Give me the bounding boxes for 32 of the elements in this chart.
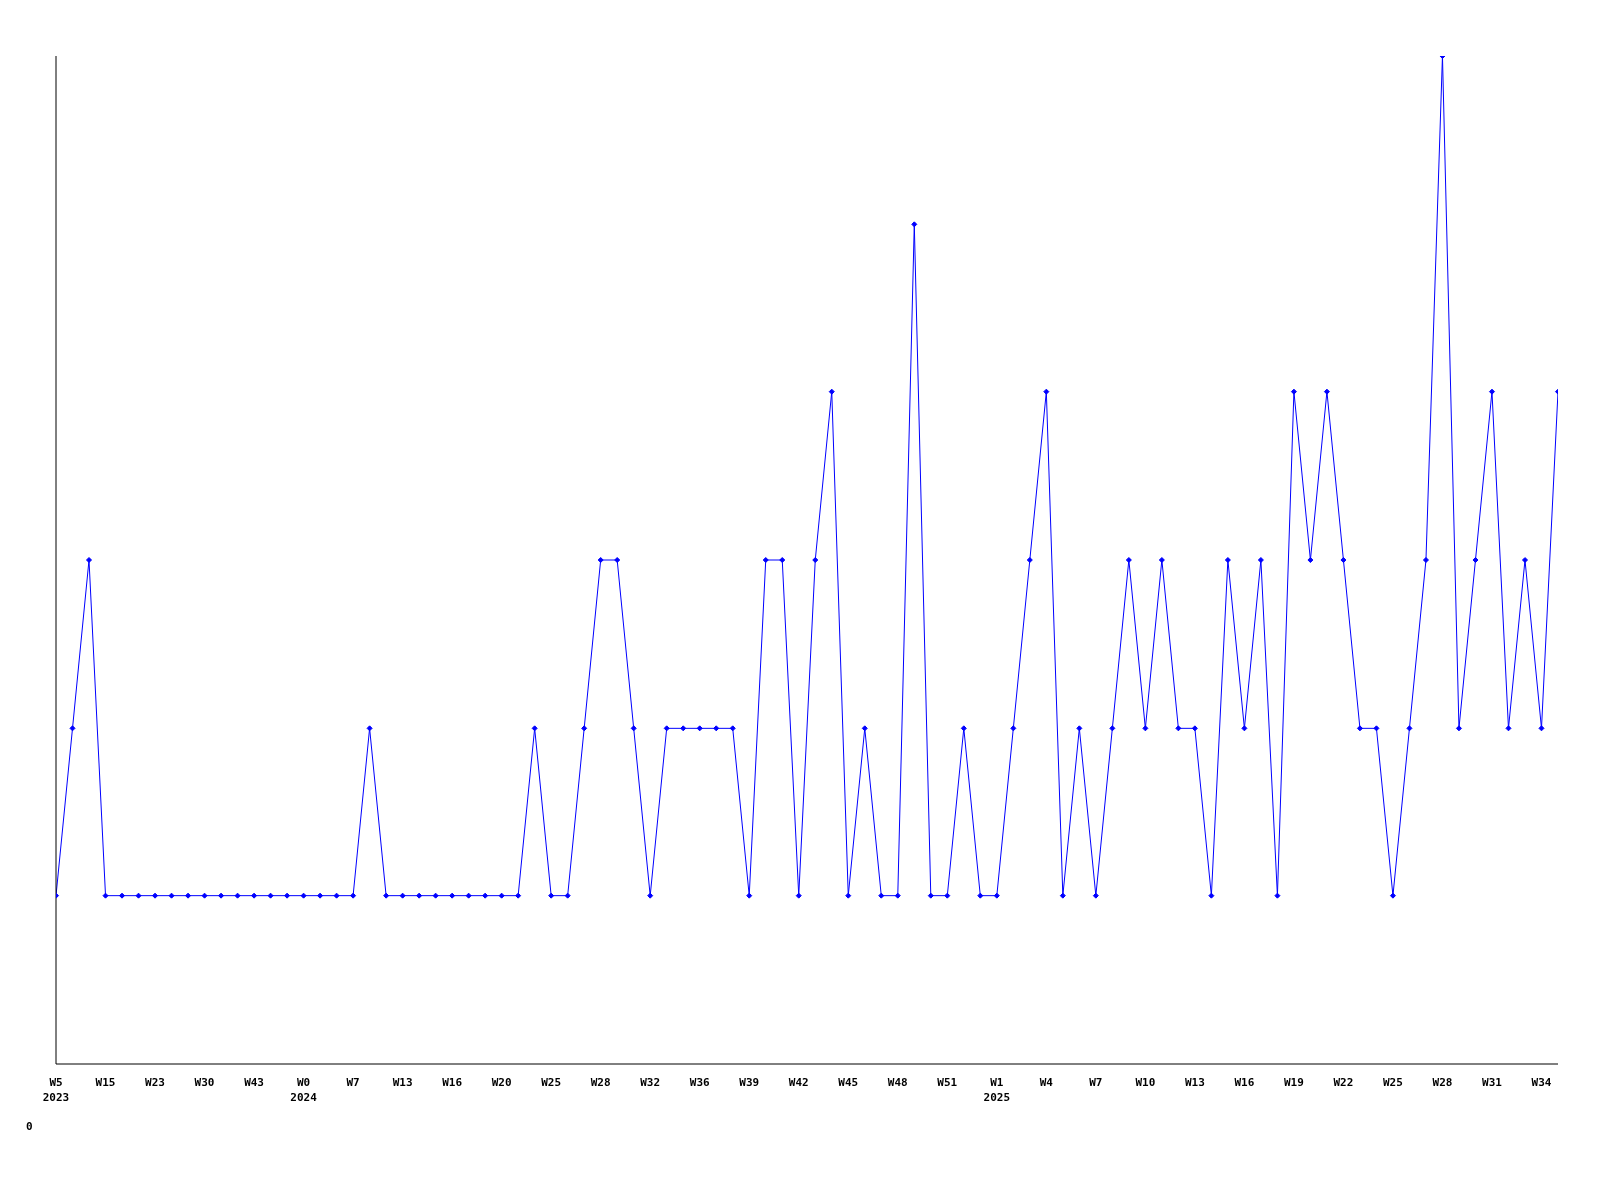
- x-tick-label: W16: [1234, 1076, 1255, 1089]
- x-tick-label: W15: [95, 1076, 116, 1089]
- x-tick-label: W43: [244, 1076, 264, 1089]
- x-tick-label: W25: [1383, 1076, 1403, 1089]
- x-tick-label: W34: [1531, 1076, 1552, 1089]
- x-tick-label: W28: [590, 1076, 611, 1089]
- x-tick-label: W30: [194, 1076, 215, 1089]
- x-tick-label: W25: [541, 1076, 562, 1089]
- x-tick-label: W4: [1039, 1076, 1054, 1089]
- x-tick-label: W36: [689, 1076, 711, 1089]
- x-tick-label: W42: [788, 1076, 809, 1089]
- x-tick-label: W22: [1333, 1076, 1354, 1089]
- x-tick-label: W13: [392, 1076, 413, 1089]
- x-tick-label: W7: [1089, 1076, 1103, 1089]
- x-tick-label: W28: [1432, 1076, 1453, 1089]
- x-tick-label: W7: [346, 1076, 360, 1089]
- x-tick-label: W13: [1184, 1076, 1205, 1089]
- x-tick-label: W20: [491, 1076, 512, 1089]
- x-tick-label: W51: [937, 1076, 958, 1089]
- x-tick-label: W10: [1135, 1076, 1156, 1089]
- x-tick-label: W1 2025: [983, 1076, 1011, 1104]
- x-tick-label: W45: [838, 1076, 859, 1089]
- x-tick-label: W31: [1482, 1076, 1503, 1089]
- x-tick-label: W16: [442, 1076, 463, 1089]
- x-tick-label: W5 2023: [42, 1076, 70, 1104]
- x-tick-label: W39: [739, 1076, 760, 1089]
- x-tick-label: W32: [640, 1076, 661, 1089]
- x-tick-label: W48: [887, 1076, 908, 1089]
- text: 0: [26, 1120, 33, 1133]
- x-tick-label: W19: [1283, 1076, 1304, 1089]
- x-tick-label: W0 2024: [290, 1076, 318, 1104]
- x-tick-label: W23: [145, 1076, 165, 1089]
